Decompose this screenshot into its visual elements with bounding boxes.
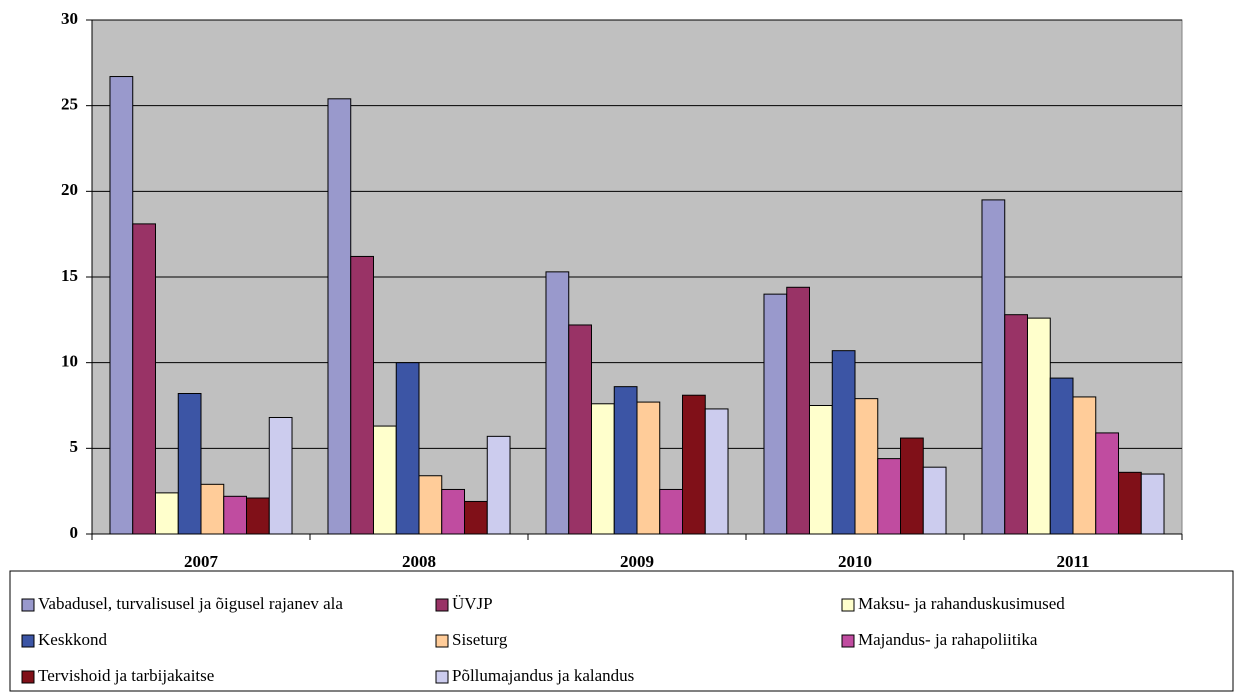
x-tick-label: 2009 — [620, 552, 654, 571]
legend-swatch — [21, 598, 35, 612]
bar — [545, 271, 570, 535]
bar — [372, 425, 397, 535]
bar — [441, 488, 466, 535]
legend-label: Vabadusel, turvalisusel ja õigusel rajan… — [38, 594, 343, 613]
x-tick-label: 2010 — [838, 552, 872, 571]
bar — [786, 286, 810, 535]
legend-swatch — [435, 670, 449, 684]
bar — [1140, 473, 1165, 535]
bar — [132, 223, 156, 535]
legend-swatch — [841, 634, 855, 648]
bar — [854, 398, 879, 535]
bar — [223, 495, 248, 535]
bar — [350, 255, 374, 535]
legend — [9, 570, 1234, 692]
bar — [1049, 377, 1074, 535]
bar — [568, 324, 592, 535]
bar — [763, 293, 788, 535]
legend-label: Põllumajandus ja kalandus — [452, 666, 634, 685]
bar — [704, 408, 729, 535]
y-tick-label: 10 — [61, 352, 78, 371]
bar — [659, 488, 684, 535]
bar — [682, 394, 706, 535]
legend-swatch — [21, 670, 35, 684]
legend-swatch — [841, 598, 855, 612]
x-tick-label: 2007 — [184, 552, 219, 571]
bar — [268, 416, 293, 535]
y-tick-label: 15 — [61, 266, 78, 285]
bar — [590, 403, 615, 535]
bar — [1095, 432, 1120, 535]
bar — [922, 466, 947, 535]
y-tick-label: 20 — [61, 180, 78, 199]
bar — [900, 437, 924, 535]
bar — [109, 76, 134, 535]
legend-label: Siseturg — [452, 630, 508, 649]
bar — [636, 401, 661, 535]
y-tick-label: 25 — [61, 95, 78, 114]
bar — [327, 98, 352, 535]
y-tick-label: 0 — [70, 523, 79, 542]
bar — [1118, 471, 1142, 535]
bar — [808, 405, 833, 535]
bar — [877, 458, 902, 535]
bar — [1004, 314, 1028, 535]
bar — [981, 199, 1006, 535]
legend-label: Tervishoid ja tarbijakaitse — [38, 666, 214, 685]
x-tick-label: 2011 — [1056, 552, 1089, 571]
bar — [418, 475, 443, 535]
bar — [246, 497, 270, 535]
x-tick-label: 2008 — [402, 552, 436, 571]
y-tick-label: 30 — [61, 9, 78, 28]
bar — [464, 500, 488, 535]
legend-label: Keskkond — [38, 630, 107, 649]
legend-swatch — [435, 634, 449, 648]
bar — [200, 483, 225, 535]
bar — [486, 435, 511, 535]
bar — [1072, 396, 1097, 535]
legend-label: Majandus- ja rahapoliitika — [858, 630, 1038, 649]
legend-label: ÜVJP — [452, 594, 493, 613]
bar — [831, 350, 856, 535]
legend-swatch — [21, 634, 35, 648]
legend-label: Maksu- ja rahanduskusimused — [858, 594, 1065, 613]
bar — [395, 362, 420, 535]
bar — [613, 386, 638, 535]
bar — [154, 492, 179, 535]
legend-swatch — [435, 598, 449, 612]
y-tick-label: 5 — [70, 437, 79, 456]
bar — [1026, 317, 1051, 535]
bar — [177, 393, 202, 535]
